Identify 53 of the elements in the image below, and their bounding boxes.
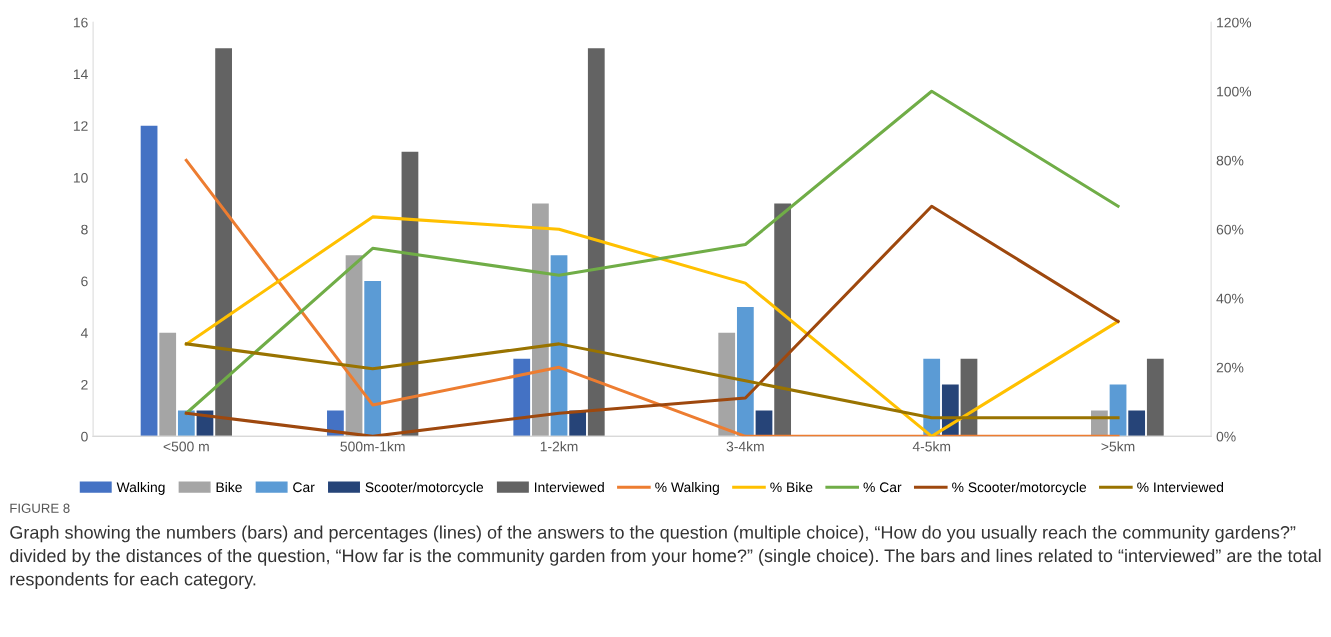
bar	[215, 48, 232, 437]
x-tick-label: 500m-1km	[340, 441, 405, 452]
y-tick-label: 4	[80, 328, 88, 338]
legend-label: % Car	[863, 482, 902, 493]
x-tick-label: 1-2km	[540, 441, 578, 452]
bar	[364, 281, 382, 437]
line-series	[184, 342, 1120, 420]
bar	[587, 48, 605, 437]
bar	[159, 332, 177, 437]
y2-tick-label: 40%	[1216, 293, 1244, 304]
line-series	[184, 89, 1120, 415]
bar	[718, 332, 736, 437]
y2-tick-label: 60%	[1216, 224, 1244, 235]
caption: FIGURE 8	[10, 503, 70, 513]
y-tick-label: 14	[73, 69, 88, 80]
legend-label: Walking	[116, 481, 165, 495]
bar	[736, 306, 754, 437]
legend-label: Bike	[216, 481, 242, 493]
bar	[1128, 410, 1146, 437]
legend-label: % Walking	[655, 481, 719, 495]
y2-tick-label: 0%	[1216, 431, 1236, 442]
legend-label: % Bike	[770, 481, 813, 493]
bar	[532, 203, 549, 437]
bar	[1146, 358, 1164, 437]
x-tick-label: 3-4km	[726, 441, 764, 452]
x-tick-label: >5km	[1101, 441, 1135, 452]
bar	[923, 358, 941, 437]
y2-tick-label: 120%	[1217, 17, 1252, 28]
bar	[177, 410, 195, 437]
y2-tick-label: 80%	[1216, 155, 1244, 166]
bar	[513, 358, 531, 437]
y-tick-label: 0	[81, 431, 88, 442]
y2-tick-label: 100%	[1217, 86, 1252, 97]
y-tick-label: 16	[73, 17, 88, 28]
y-tick-label: 12	[73, 121, 88, 131]
y-tick-label: 2	[81, 379, 88, 390]
bar	[401, 151, 419, 437]
x-tick-label: 4-5km	[912, 441, 951, 452]
y-tick-label: 10	[73, 172, 88, 183]
y-tick-label: 6	[81, 276, 88, 287]
line-series	[184, 158, 1120, 437]
legend-label: Interviewed	[534, 481, 604, 493]
bar	[774, 203, 792, 437]
bar	[755, 410, 773, 437]
text: Graph showing the numbers (bars) and percentages (lines) of the answers to the question (multiple choice), “How do you usually reach the community gardens?” divided by the distances of the question, “How far is the community garden from your home?” (single choice). The bars and lines related to “interviewed” are the total respondents for each category.	[10, 525, 1321, 590]
legend-label: Scooter/motorcycle	[365, 481, 484, 495]
legend-label: Car	[293, 482, 315, 493]
legend-label: % Interviewed	[1137, 481, 1224, 493]
y2-tick-label: 20%	[1216, 362, 1244, 373]
y-tick-label: 8	[81, 224, 88, 235]
legend-label: % Scooter/motorcycle	[952, 481, 1087, 495]
x-tick-label: <500 m	[163, 441, 209, 452]
bar	[140, 125, 158, 437]
